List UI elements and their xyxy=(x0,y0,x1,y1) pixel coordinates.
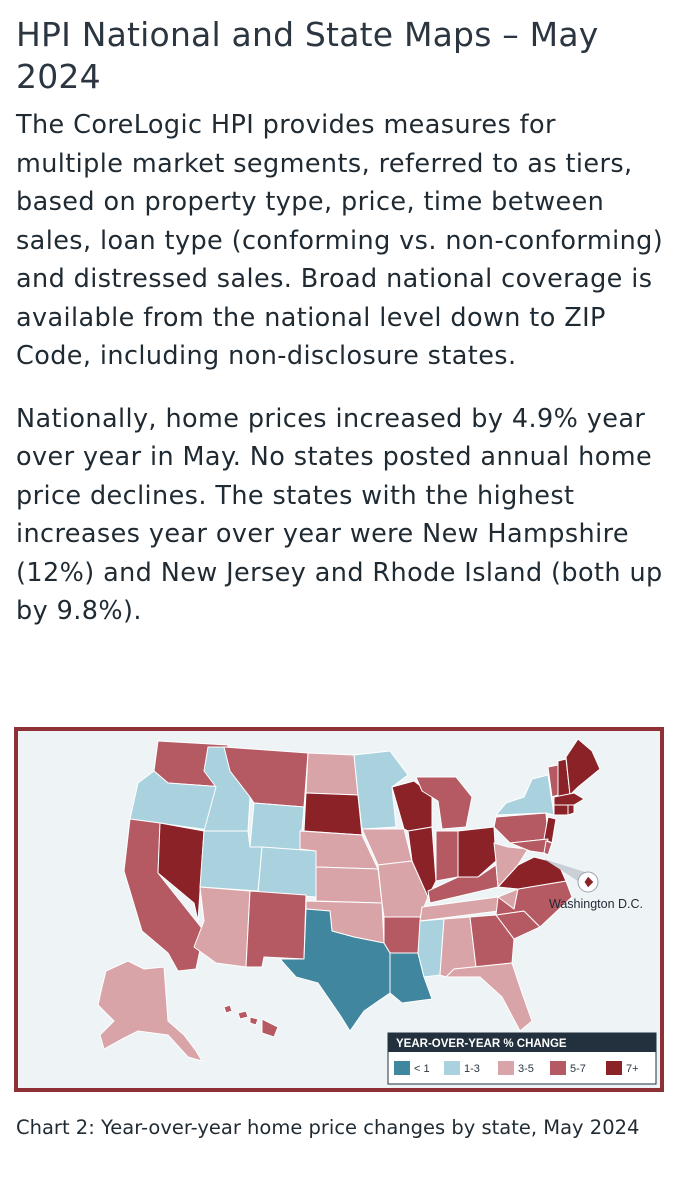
state-ak xyxy=(97,960,203,1062)
legend-swatch-3 xyxy=(550,1061,566,1075)
state-mi xyxy=(415,776,473,830)
legend-item-3: 5-7 xyxy=(550,1061,586,1075)
legend-item-4: 7+ xyxy=(606,1061,639,1075)
state-pa xyxy=(493,812,549,844)
dc-label: Washington D.C. xyxy=(549,897,643,911)
state-hi xyxy=(223,1004,279,1038)
state-ma xyxy=(553,792,585,806)
state-ct xyxy=(553,804,569,816)
state-az xyxy=(193,886,251,968)
legend-label-2: 3-5 xyxy=(518,1063,534,1075)
legend-swatch-1 xyxy=(444,1061,460,1075)
state-nd xyxy=(305,752,359,796)
legend-label-4: 7+ xyxy=(626,1063,639,1075)
state-wv xyxy=(493,842,529,888)
summary-paragraph: Nationally, home prices increased by 4.9… xyxy=(16,403,663,627)
legend-item-0: < 1 xyxy=(394,1061,430,1075)
state-tx xyxy=(279,908,391,1032)
state-de xyxy=(543,840,553,856)
legend-header xyxy=(388,1033,656,1052)
state-oh xyxy=(457,826,497,878)
legend-title: YEAR-OVER-YEAR % CHANGE xyxy=(396,1038,567,1050)
state-fl xyxy=(445,962,533,1032)
us-map-svg: Washington D.C. YEAR-OVER-YEAR % CHANGE … xyxy=(97,738,657,1085)
state-ri xyxy=(567,804,575,816)
state-sd xyxy=(303,792,363,836)
legend-swatch-2 xyxy=(498,1061,514,1075)
state-ar xyxy=(383,916,423,954)
state-ks xyxy=(315,866,383,904)
us-hpi-map: Washington D.C. YEAR-OVER-YEAR % CHANGE … xyxy=(14,727,664,1092)
state-in xyxy=(435,830,459,882)
state-mn xyxy=(353,750,409,830)
legend-label-3: 5-7 xyxy=(570,1063,586,1075)
legend: YEAR-OVER-YEAR % CHANGE < 1 1-3 3-5 5-7 … xyxy=(387,1032,657,1085)
article: HPI National and State Maps – May 2024 T… xyxy=(16,14,666,631)
legend-item-1: 1-3 xyxy=(444,1061,480,1075)
state-nm xyxy=(245,890,307,968)
state-dc xyxy=(583,875,595,889)
intro-paragraph: The CoreLogic HPI provides measures for … xyxy=(16,110,664,371)
state-ms xyxy=(417,918,445,978)
state-nv xyxy=(157,822,205,922)
legend-label-0: < 1 xyxy=(414,1063,430,1075)
legend-label-1: 1-3 xyxy=(464,1063,480,1075)
legend-item-2: 3-5 xyxy=(498,1061,534,1075)
state-ny xyxy=(495,774,555,816)
page-title: HPI National and State Maps – May 2024 xyxy=(16,15,599,96)
state-wy xyxy=(249,802,305,852)
state-ga xyxy=(469,914,515,968)
state-me xyxy=(565,738,601,796)
chart-caption: Chart 2: Year-over-year home price chang… xyxy=(16,1116,640,1139)
state-co xyxy=(257,846,319,898)
legend-swatch-4 xyxy=(606,1061,622,1075)
legend-swatch-0 xyxy=(394,1061,410,1075)
